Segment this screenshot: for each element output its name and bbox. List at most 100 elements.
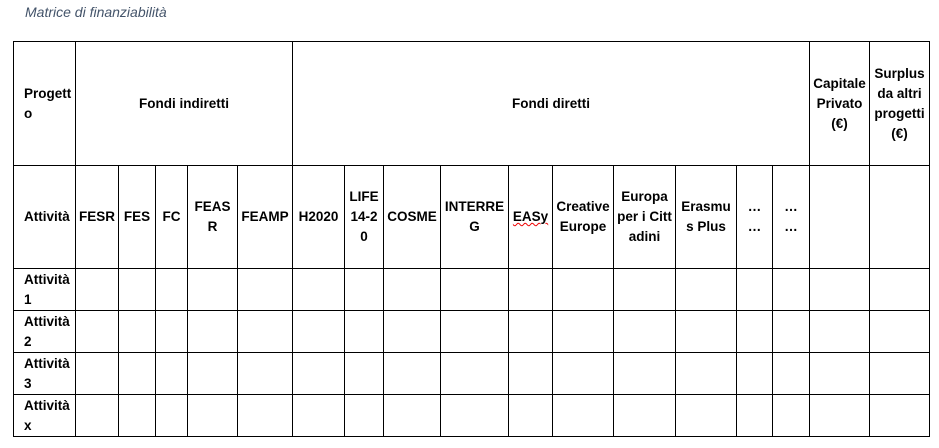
table-cell (869, 310, 931, 353)
header-fund: Erasmus Plus (675, 165, 738, 269)
funding-matrix-table: Progetto Fondi indiretti Fondi diretti C… (13, 41, 931, 437)
table-cell (292, 268, 346, 311)
header-fund-label: EASy (512, 209, 549, 224)
row-label: Attività 2 (13, 310, 76, 353)
table-cell (383, 352, 442, 395)
header-fondi-indiretti: Fondi indiretti (74, 41, 294, 166)
table-cell (440, 394, 510, 437)
table-cell (675, 352, 738, 395)
table-cell (187, 268, 238, 311)
header-capitale-privato: Capitale Privato (€) (809, 41, 871, 166)
table-cell (344, 268, 385, 311)
table-cell (508, 394, 554, 437)
table-cell (292, 310, 346, 353)
table-cell (869, 352, 931, 395)
table-cell (383, 310, 442, 353)
header-fund: … … (772, 165, 811, 269)
table-cell (155, 268, 188, 311)
table-cell (772, 352, 811, 395)
table-cell (736, 310, 774, 353)
table-cell (187, 310, 238, 353)
table-cell (440, 352, 510, 395)
table-cell (187, 394, 238, 437)
table-cell (236, 352, 294, 395)
header-fund: FC (155, 165, 188, 269)
header-fund: … … (736, 165, 774, 269)
header-surplus: Surplus da altri progetti (€) (869, 41, 931, 166)
table-cell (552, 352, 615, 395)
table-cell (118, 310, 156, 353)
table-cell (75, 268, 119, 311)
table-cell (118, 268, 156, 311)
table-cell (552, 394, 615, 437)
table-cell (675, 268, 738, 311)
document-caption: Matrice di finanziabilità (25, 4, 167, 20)
header-fund: EASy (508, 165, 554, 269)
table-cell (552, 268, 615, 311)
table-cell (772, 310, 811, 353)
table-cell (613, 310, 677, 353)
table-cell (383, 268, 442, 311)
table-cell (508, 268, 554, 311)
table-cell (292, 394, 346, 437)
table-cell (736, 352, 774, 395)
row-label: Attività 1 (13, 268, 76, 311)
table-cell (613, 352, 677, 395)
table-cell (75, 310, 119, 353)
row-label: Attività x (13, 394, 76, 437)
empty-cell (809, 165, 871, 269)
header-fund: FEAMP (236, 165, 294, 269)
table-cell (869, 394, 931, 437)
table-cell (508, 352, 554, 395)
table-cell (75, 394, 119, 437)
table-row: Attività x (13, 394, 931, 437)
table-row: Attività 3 (13, 352, 931, 395)
table-cell (809, 394, 871, 437)
table-cell (344, 352, 385, 395)
row-label: Attività 3 (13, 352, 76, 395)
header-fund: FESR (75, 165, 119, 269)
table-cell (187, 352, 238, 395)
table-cell (155, 310, 188, 353)
table-cell (236, 394, 294, 437)
table-cell (772, 394, 811, 437)
table-row: Attività 2 (13, 310, 931, 353)
table-cell (344, 394, 385, 437)
table-cell (236, 268, 294, 311)
table-cell (736, 268, 774, 311)
table-cell (155, 352, 188, 395)
table-cell (809, 310, 871, 353)
table-cell (809, 268, 871, 311)
header-fund: FEASR (187, 165, 238, 269)
table-cell (440, 310, 510, 353)
table-cell (675, 394, 738, 437)
header-fund: Creative Europe (552, 165, 615, 269)
table-row: Attività 1 (13, 268, 931, 311)
table-cell (772, 268, 811, 311)
table-cell (440, 268, 510, 311)
table-cell (809, 352, 871, 395)
empty-cell (869, 165, 931, 269)
header-fund: LIFE 14-20 (344, 165, 385, 269)
header-row-funds: Attività FESR FES FC FEASR FEAMP H2020 L… (13, 165, 931, 269)
table-cell (675, 310, 738, 353)
table-cell (75, 352, 119, 395)
table-cell (552, 310, 615, 353)
header-fondi-diretti: Fondi diretti (292, 41, 811, 166)
header-fund: H2020 (292, 165, 346, 269)
table-cell (869, 268, 931, 311)
table-cell (344, 310, 385, 353)
table-cell (118, 352, 156, 395)
table-cell (613, 394, 677, 437)
header-attivita: Attività (13, 165, 76, 269)
header-row-groups: Progetto Fondi indiretti Fondi diretti C… (13, 41, 931, 166)
header-fund: FES (118, 165, 156, 269)
table-cell (383, 394, 442, 437)
table-cell (236, 310, 294, 353)
table-cell (155, 394, 188, 437)
table-cell (508, 310, 554, 353)
header-progetto: Progetto (13, 41, 76, 166)
table-cell (613, 268, 677, 311)
header-fund: Europa per i Cittadini (613, 165, 677, 269)
header-fund: COSME (383, 165, 442, 269)
